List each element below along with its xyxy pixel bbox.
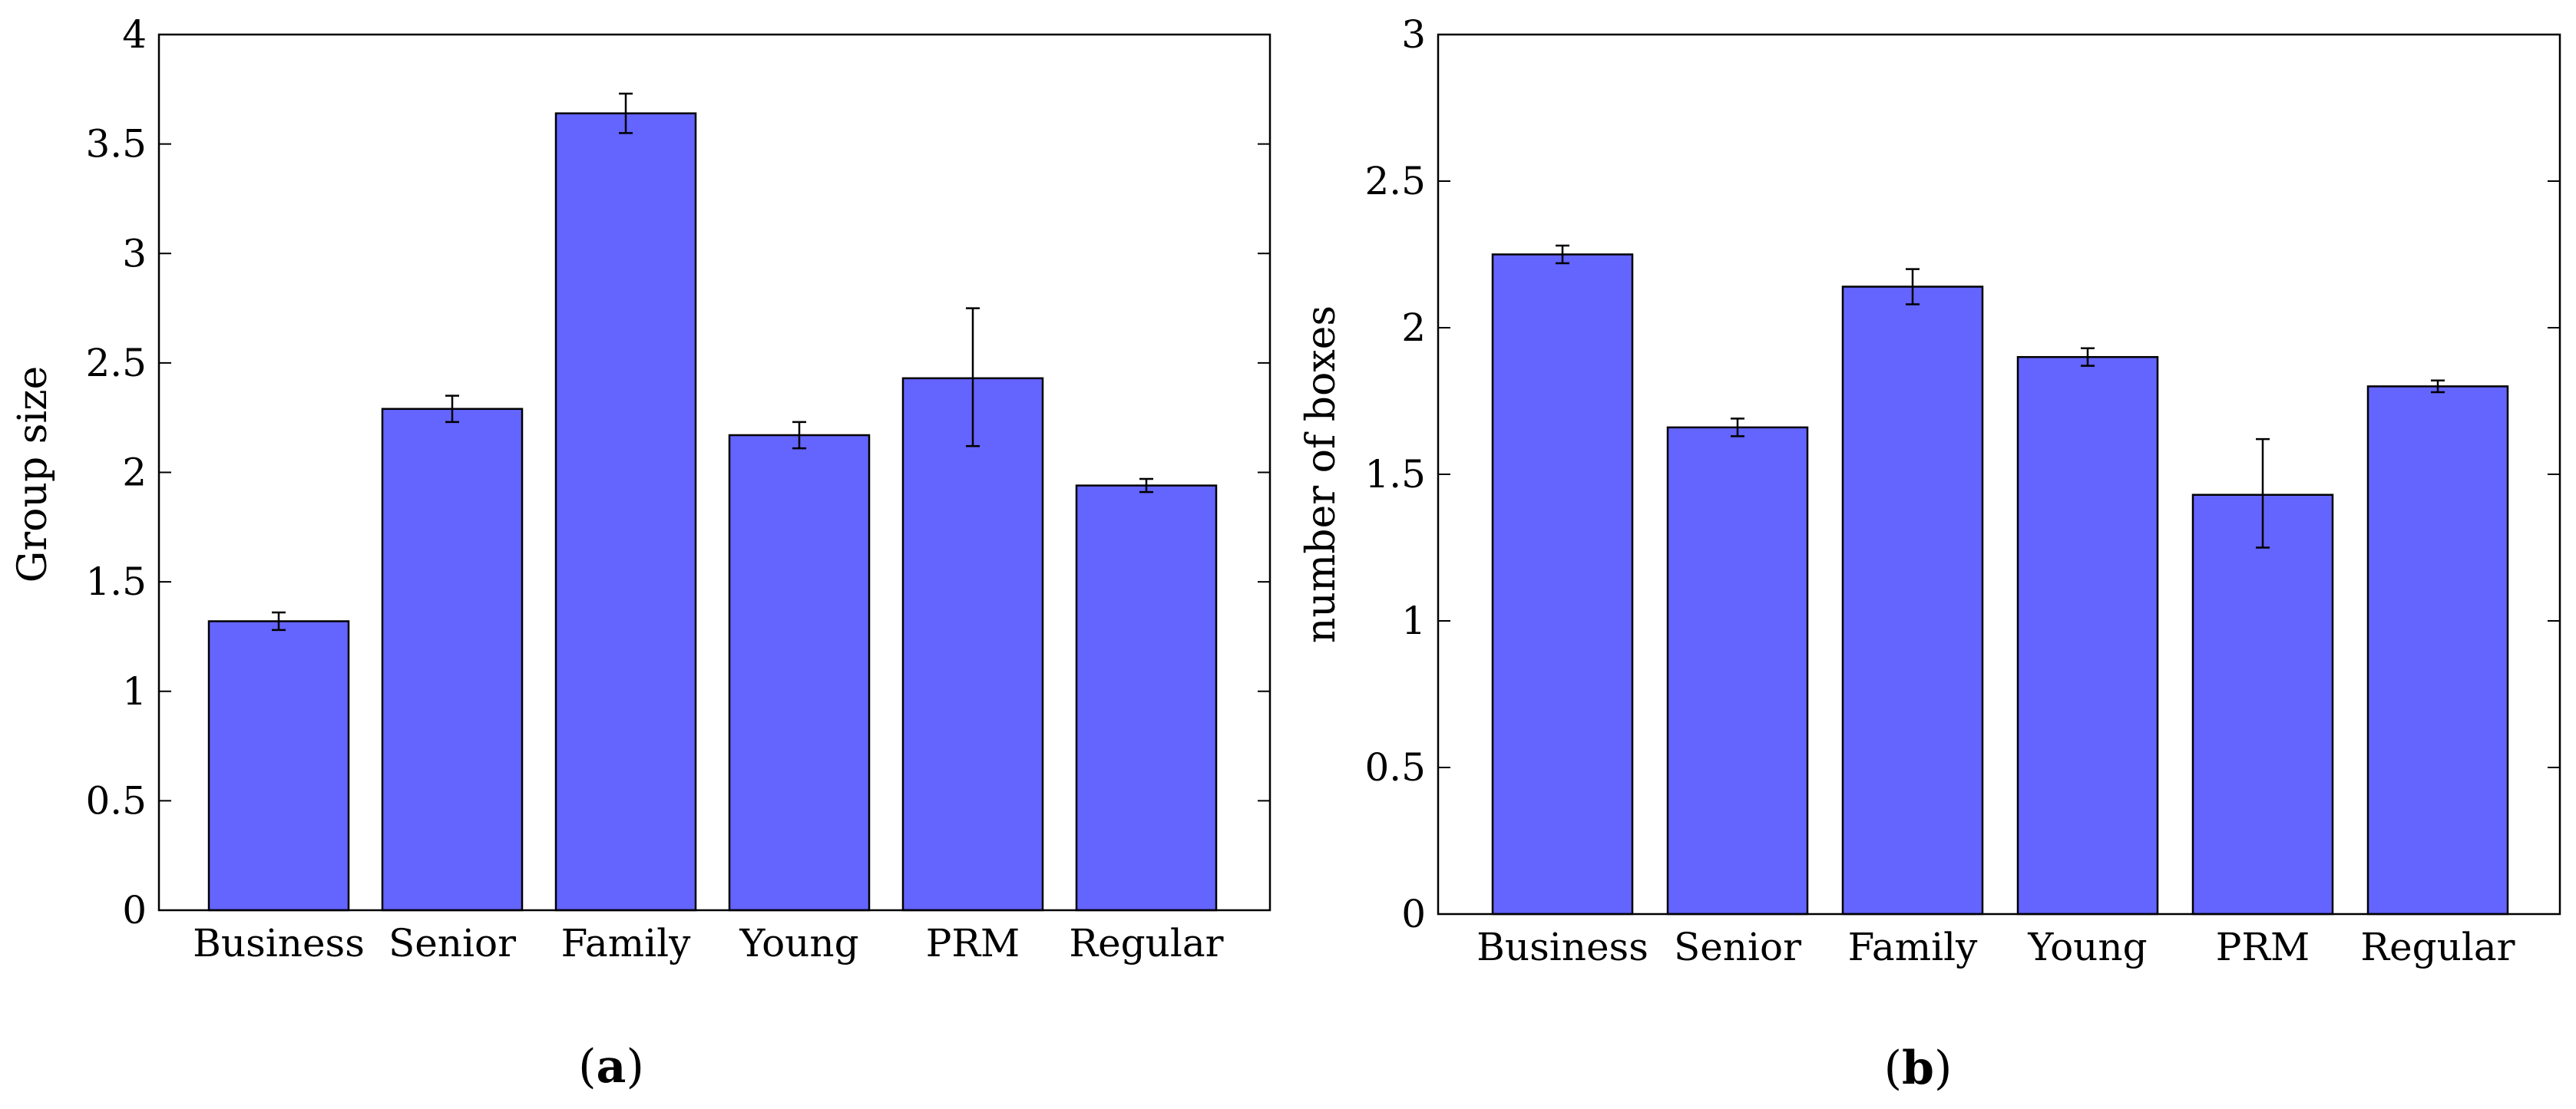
x-axis-tick-labels: Business Senior Family Young PRM Regular xyxy=(1476,925,2515,969)
y-tick-label: 0 xyxy=(1401,892,1426,936)
x-tick-label-regular: Regular xyxy=(2360,925,2515,969)
panel-caption: (a) xyxy=(578,1040,644,1094)
error-bar-regular xyxy=(2431,379,2445,394)
error-bar-prm xyxy=(2256,437,2270,549)
x-tick-label-young: Young xyxy=(2027,925,2147,969)
y-tick-label: 2 xyxy=(122,451,147,495)
x-tick-label-business: Business xyxy=(193,921,365,965)
bar-family xyxy=(1841,286,1984,916)
error-bar-senior xyxy=(445,394,459,424)
error-bar-family xyxy=(619,92,633,134)
x-tick-label-prm: PRM xyxy=(926,921,1020,965)
y-axis-label: Group size xyxy=(10,366,56,583)
bar-senior xyxy=(1666,426,1809,916)
bars xyxy=(1491,253,2509,916)
caption-letter: a xyxy=(597,1040,627,1094)
y-tick-label: 4 xyxy=(122,12,147,57)
y-tick-label: 1.5 xyxy=(85,559,147,604)
y-tick-label: 1.5 xyxy=(1364,452,1426,497)
x-tick-label-regular: Regular xyxy=(1069,921,1223,965)
error-bar-regular xyxy=(1139,477,1153,493)
y-tick-label: 2.5 xyxy=(85,341,147,385)
error-bar-young xyxy=(792,421,806,450)
bar-family xyxy=(554,112,697,912)
error-bars xyxy=(272,92,1153,632)
bar-business xyxy=(1491,253,1634,916)
error-bar-business xyxy=(272,611,286,632)
x-tick-label-business: Business xyxy=(1476,925,1648,969)
panel-caption: (b) xyxy=(1884,1041,1953,1095)
bar-business xyxy=(207,620,350,912)
plot-frame xyxy=(1437,33,2561,916)
y-tick-label: 2.5 xyxy=(1364,159,1426,203)
x-tick-label-young: Young xyxy=(739,921,858,965)
bar-regular xyxy=(1075,484,1218,912)
bar-senior xyxy=(381,408,524,912)
error-bar-senior xyxy=(1731,418,1744,437)
error-bars xyxy=(1556,244,2445,549)
y-axis-ticks: 0 0.5 1 1.5 2 2.5 3 xyxy=(1364,12,2560,936)
chart-panel-a: Group size 0 0.5 1 1.5 2 2.5 3 3.5 4 Business Sen… xyxy=(10,12,1271,1094)
bar-young xyxy=(728,434,871,912)
bar-young xyxy=(2016,355,2159,916)
y-tick-label: 3 xyxy=(122,231,147,276)
error-bar-business xyxy=(1556,244,1569,265)
y-axis-label: number of boxes xyxy=(1298,305,1344,643)
y-tick-label: 1 xyxy=(1401,599,1426,643)
error-bar-young xyxy=(2081,347,2095,367)
x-tick-label-senior: Senior xyxy=(1674,925,1801,969)
x-tick-label-senior: Senior xyxy=(389,921,516,965)
chart-panel-b: number of boxes 0 0.5 1 1.5 2 2.5 3 Business Se… xyxy=(1298,12,2561,1095)
bar-prm xyxy=(2191,493,2334,916)
x-tick-label-prm: PRM xyxy=(2216,925,2310,969)
caption-letter: b xyxy=(1902,1041,1934,1095)
y-tick-label: 3 xyxy=(1401,12,1426,57)
x-tick-label-family: Family xyxy=(561,921,692,965)
y-tick-label: 0 xyxy=(122,888,147,932)
y-tick-label: 2 xyxy=(1401,305,1426,350)
y-tick-label: 0.5 xyxy=(1364,745,1426,790)
error-bar-prm xyxy=(966,307,980,447)
y-tick-label: 3.5 xyxy=(85,122,147,167)
error-bar-family xyxy=(1906,268,1920,305)
bar-regular xyxy=(2366,385,2509,916)
x-axis-tick-labels: Business Senior Family Young PRM Regular xyxy=(193,921,1224,965)
y-tick-label: 1 xyxy=(122,669,147,714)
y-tick-label: 0.5 xyxy=(85,778,147,823)
bars xyxy=(207,112,1218,912)
plot-frame xyxy=(157,33,1271,912)
bar-prm xyxy=(901,377,1044,912)
y-axis-ticks: 0 0.5 1 1.5 2 2.5 3 3.5 4 xyxy=(85,12,1270,932)
x-tick-label-family: Family xyxy=(1848,925,1979,969)
